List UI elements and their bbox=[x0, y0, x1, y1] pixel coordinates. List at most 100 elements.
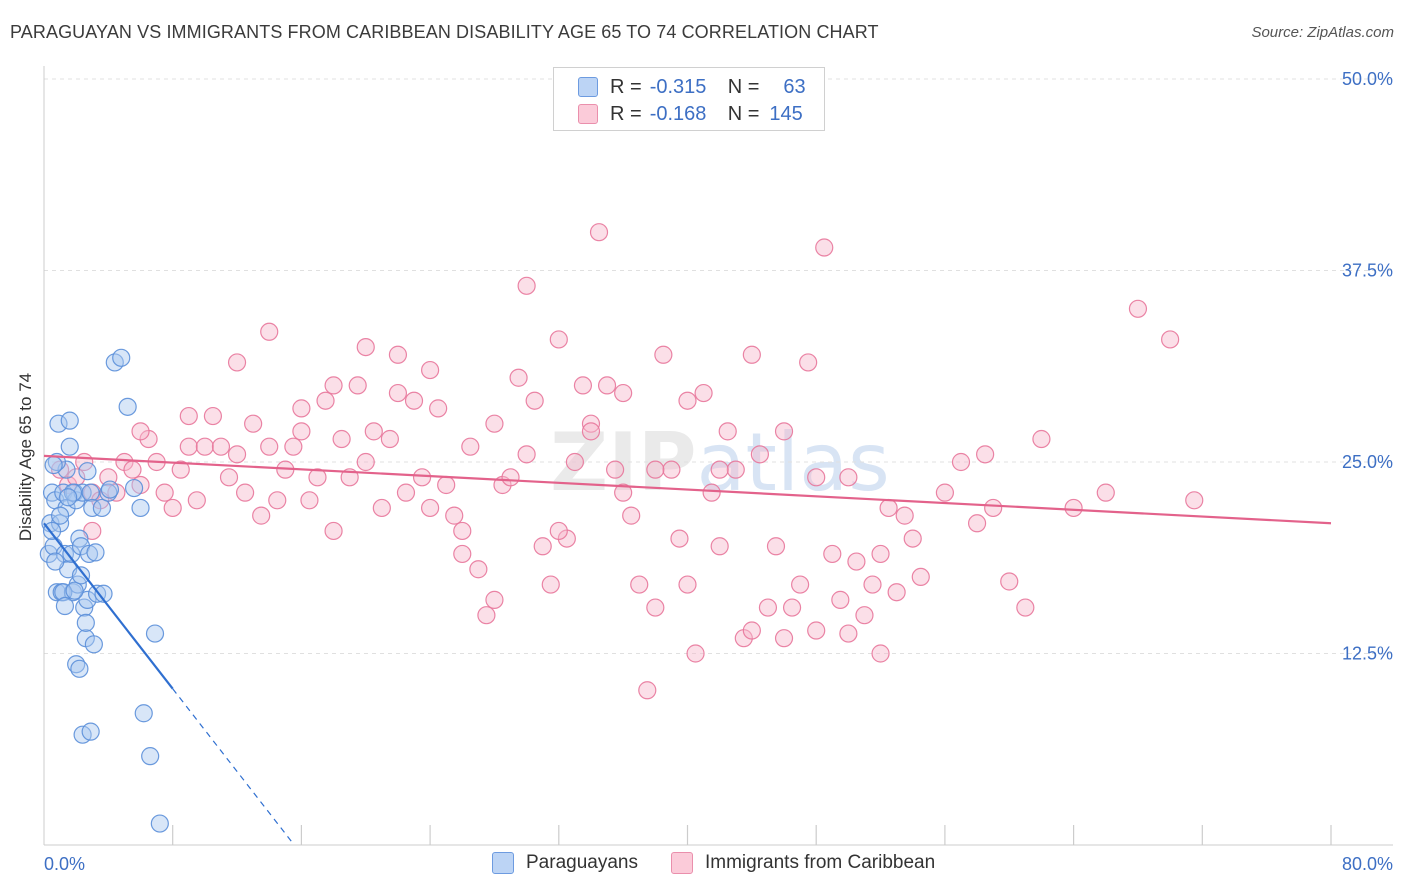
point-caribbean bbox=[445, 506, 464, 525]
point-paraguayans bbox=[100, 480, 120, 499]
point-caribbean bbox=[758, 598, 778, 617]
point-paraguayans bbox=[50, 506, 70, 525]
point-caribbean bbox=[533, 537, 552, 556]
x-tick-label: 80.0% bbox=[1342, 854, 1393, 874]
point-paraguayans bbox=[60, 411, 79, 430]
point-caribbean bbox=[879, 498, 898, 518]
point-caribbean bbox=[485, 414, 504, 433]
point-caribbean bbox=[517, 445, 536, 464]
point-paraguayans bbox=[83, 498, 102, 518]
legend-r-value: -0.168 bbox=[649, 102, 707, 125]
point-caribbean bbox=[839, 468, 858, 487]
point-caribbean bbox=[372, 498, 391, 518]
x-tick-label: 0.0% bbox=[44, 854, 85, 874]
point-caribbean bbox=[292, 399, 311, 418]
watermark: ZIPatlas bbox=[550, 416, 890, 509]
point-caribbean bbox=[235, 483, 255, 502]
point-caribbean bbox=[742, 621, 761, 640]
point-caribbean bbox=[678, 391, 697, 410]
point-paraguayans bbox=[47, 583, 66, 602]
legend-r-label: R = bbox=[610, 102, 642, 125]
point-paraguayans bbox=[44, 455, 63, 475]
point-caribbean bbox=[742, 345, 761, 364]
trendline-paraguayans-extension bbox=[172, 688, 294, 845]
point-caribbean bbox=[782, 598, 802, 617]
point-caribbean bbox=[1016, 598, 1035, 617]
point-caribbean bbox=[324, 376, 343, 395]
point-caribbean bbox=[179, 406, 198, 426]
point-caribbean bbox=[710, 460, 729, 479]
point-paraguayans bbox=[92, 498, 112, 518]
point-caribbean bbox=[549, 521, 568, 541]
point-caribbean bbox=[630, 575, 649, 594]
legend-r-value: -0.315 bbox=[649, 75, 707, 98]
point-caribbean bbox=[614, 383, 633, 403]
point-paraguayans bbox=[99, 483, 118, 502]
trendline-paraguayans bbox=[43, 522, 174, 690]
point-paraguayans bbox=[145, 624, 165, 643]
y-axis-label: Disability Age 65 to 74 bbox=[16, 372, 35, 542]
point-caribbean bbox=[292, 422, 311, 441]
y-tick-label: 25.0% bbox=[1342, 452, 1393, 472]
point-caribbean bbox=[396, 483, 416, 502]
point-paraguayans bbox=[59, 488, 78, 507]
point-paraguayans bbox=[150, 814, 169, 833]
point-caribbean bbox=[774, 629, 794, 648]
point-paraguayans bbox=[134, 704, 153, 723]
point-caribbean bbox=[606, 460, 625, 479]
legend-n-value: 145 bbox=[769, 102, 803, 125]
point-caribbean bbox=[622, 506, 641, 525]
point-paraguayans bbox=[71, 566, 91, 585]
point-caribbean bbox=[903, 529, 922, 548]
point-caribbean bbox=[976, 445, 995, 464]
legend-row-paraguayans: R = -0.315 N = 63 bbox=[578, 74, 806, 100]
point-caribbean bbox=[581, 422, 601, 441]
point-caribbean bbox=[477, 606, 496, 625]
point-caribbean bbox=[670, 529, 689, 548]
point-caribbean bbox=[750, 445, 769, 464]
point-caribbean bbox=[702, 483, 721, 502]
point-caribbean bbox=[308, 468, 327, 487]
point-caribbean bbox=[469, 560, 488, 579]
point-paraguayans bbox=[86, 543, 105, 562]
point-caribbean bbox=[799, 353, 818, 372]
point-caribbean bbox=[155, 483, 174, 502]
point-paraguayans bbox=[76, 613, 95, 632]
point-caribbean bbox=[324, 521, 343, 541]
point-caribbean bbox=[855, 606, 874, 625]
point-caribbean bbox=[589, 223, 609, 242]
point-paraguayans bbox=[46, 552, 65, 571]
point-paraguayans bbox=[124, 478, 144, 498]
point-caribbean bbox=[581, 414, 601, 433]
point-caribbean bbox=[839, 624, 858, 643]
point-paraguayans bbox=[70, 659, 89, 678]
point-caribbean bbox=[565, 452, 584, 472]
point-caribbean bbox=[1032, 429, 1051, 449]
point-caribbean bbox=[935, 483, 955, 502]
point-paraguayans bbox=[60, 437, 79, 456]
y-tick-label: 37.5% bbox=[1342, 261, 1393, 281]
point-caribbean bbox=[404, 391, 424, 410]
point-paraguayans bbox=[105, 353, 124, 372]
point-caribbean bbox=[388, 383, 408, 403]
point-paraguayans bbox=[49, 414, 68, 433]
point-caribbean bbox=[219, 468, 239, 487]
point-paraguayans bbox=[62, 544, 81, 564]
bottom-legend-label: Paraguayans bbox=[526, 852, 638, 873]
point-caribbean bbox=[1064, 498, 1083, 518]
point-caribbean bbox=[412, 468, 432, 487]
point-caribbean bbox=[694, 383, 713, 403]
point-caribbean bbox=[123, 460, 142, 479]
point-caribbean bbox=[348, 376, 367, 395]
point-caribbean bbox=[678, 575, 697, 594]
legend-swatch-caribbean bbox=[578, 104, 598, 124]
point-caribbean bbox=[421, 360, 440, 380]
point-paraguayans bbox=[81, 483, 100, 502]
point-caribbean bbox=[203, 406, 223, 426]
point-caribbean bbox=[573, 376, 593, 395]
point-caribbean bbox=[461, 437, 480, 456]
point-caribbean bbox=[638, 681, 657, 700]
point-caribbean bbox=[171, 460, 190, 479]
point-caribbean bbox=[847, 552, 866, 571]
point-paraguayans bbox=[81, 722, 100, 741]
